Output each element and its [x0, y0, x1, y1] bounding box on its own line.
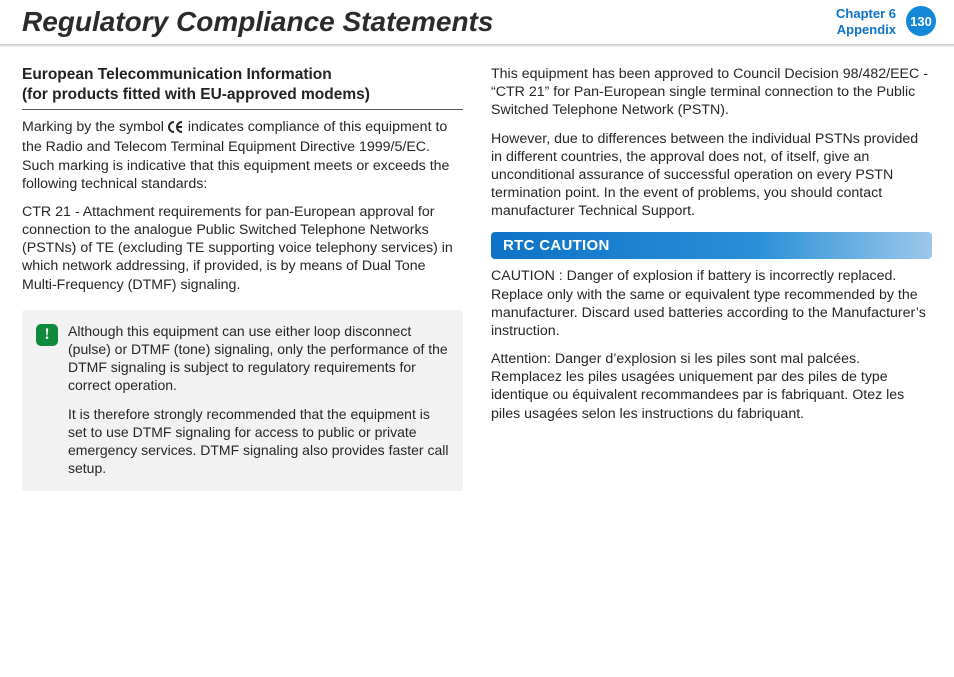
page-header: Regulatory Compliance Statements Chapter… [0, 0, 954, 38]
paragraph-marking: Marking by the symbol indicates complian… [22, 118, 463, 193]
paragraph-caution-en: CAUTION : Danger of explosion if battery… [491, 267, 932, 340]
note-paragraph-1: Although this equipment can use either l… [68, 322, 449, 395]
note-text: Although this equipment can use either l… [68, 322, 449, 478]
chapter-line-2: Appendix [836, 22, 896, 38]
subhead-line-2: (for products fitted with EU-approved mo… [22, 86, 370, 103]
p1-pre: Marking by the symbol [22, 119, 168, 135]
note-paragraph-2: It is therefore strongly recommended tha… [68, 405, 449, 478]
paragraph-differences: However, due to differences between the … [491, 130, 932, 221]
right-column: This equipment has been approved to Coun… [491, 65, 932, 491]
note-alert-icon: ! [36, 324, 58, 346]
content-columns: European Telecommunication Information (… [0, 65, 954, 491]
page-title: Regulatory Compliance Statements [22, 6, 836, 38]
subhead-line-1: European Telecommunication Information [22, 66, 332, 83]
header-divider [0, 44, 954, 47]
chapter-line-1: Chapter 6 [836, 6, 896, 22]
paragraph-approval: This equipment has been approved to Coun… [491, 65, 932, 120]
left-column: European Telecommunication Information (… [22, 65, 463, 491]
ce-mark-icon [168, 120, 184, 138]
paragraph-caution-fr: Attention: Danger d’explosion si les pil… [491, 350, 932, 423]
chapter-label: Chapter 6 Appendix [836, 6, 896, 37]
section-bar-rtc-caution: RTC CAUTION [491, 232, 932, 259]
section-heading-eu-telecom: European Telecommunication Information (… [22, 65, 463, 110]
paragraph-ctr21: CTR 21 - Attachment requirements for pan… [22, 203, 463, 294]
page-number-badge: 130 [906, 6, 936, 36]
note-box: ! Although this equipment can use either… [22, 310, 463, 492]
